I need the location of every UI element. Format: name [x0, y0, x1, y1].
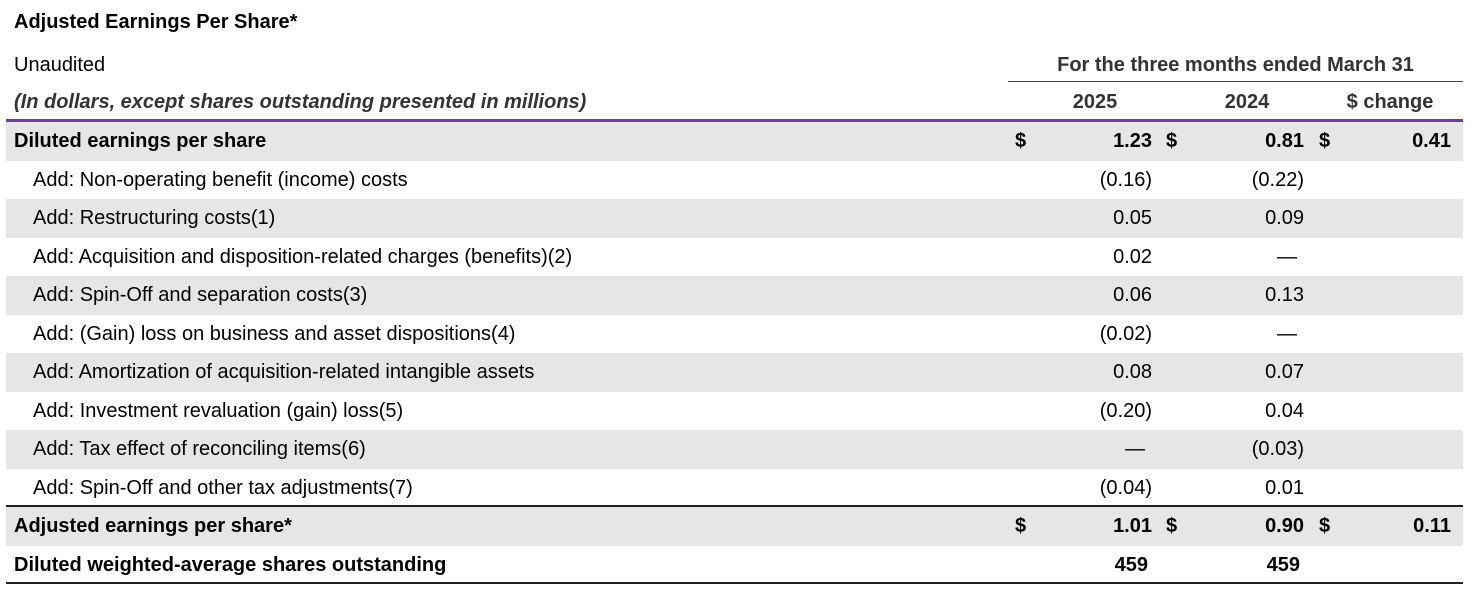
value-2024: 0.07 [1265, 361, 1304, 383]
row-label: Add: Investment revaluation (gain) loss(… [33, 400, 404, 422]
value-2024: — [1277, 323, 1297, 345]
table-row: Add: Amortization of acquisition-related… [6, 353, 1463, 392]
value-2024: 459 [1266, 554, 1300, 576]
value-2025: 0.02 [1113, 246, 1152, 268]
value-2025: 0.06 [1113, 284, 1152, 306]
row-label: Add: (Gain) loss on business and asset d… [33, 323, 516, 345]
table-row-diluted-eps: Diluted earnings per share $ 1.23 $ 0.81… [6, 122, 1463, 161]
value-2025: — [1125, 438, 1145, 460]
table-row: Add: Tax effect of reconciling items(6) … [6, 430, 1463, 469]
value-2025: 1.01 [1113, 515, 1152, 537]
unaudited-label: Unaudited [14, 54, 106, 76]
table-row-shares-outstanding: Diluted weighted-average shares outstand… [6, 546, 1463, 585]
value-change: 0.11 [1413, 515, 1451, 537]
value-2024: 0.04 [1265, 400, 1304, 422]
value-2025: 459 [1114, 554, 1148, 576]
value-2025: (0.02) [1099, 323, 1152, 345]
table-row: Add: Investment revaluation (gain) loss(… [6, 392, 1463, 431]
value-2025: (0.20) [1099, 400, 1152, 422]
table-row-adjusted-eps: Adjusted earnings per share* $ 1.01 $ 0.… [6, 507, 1463, 546]
table-row: Add: Spin-Off and separation costs(3) 0.… [6, 276, 1463, 315]
value-2024: 0.90 [1265, 515, 1304, 537]
value-2025: 0.05 [1113, 207, 1152, 229]
table-title: Adjusted Earnings Per Share* [14, 11, 298, 33]
table-row: Add: Spin-Off and other tax adjustments(… [6, 469, 1463, 508]
value-change: 0.41 [1412, 130, 1451, 152]
value-2024: 0.01 [1265, 477, 1304, 499]
row-label: Add: Spin-Off and separation costs(3) [33, 284, 368, 306]
value-2025: 0.08 [1113, 361, 1152, 383]
value-2025: (0.04) [1099, 477, 1152, 499]
subtotal-rule [6, 505, 1463, 507]
currency-symbol: $ [1166, 130, 1178, 152]
currency-symbol: $ [1015, 515, 1027, 537]
row-label: Adjusted earnings per share* [14, 515, 292, 537]
value-2024: 0.81 [1265, 130, 1304, 152]
currency-symbol: $ [1015, 130, 1027, 152]
units-note: (In dollars, except shares outstanding p… [14, 91, 587, 113]
column-header-2024: 2024 [1224, 91, 1270, 113]
value-2024: (0.22) [1251, 169, 1304, 191]
value-2024: 0.09 [1265, 207, 1304, 229]
value-2024: (0.03) [1251, 438, 1304, 460]
row-label: Add: Non-operating benefit (income) cost… [33, 169, 408, 191]
row-label: Add: Acquisition and disposition-related… [33, 246, 573, 268]
row-label: Diluted earnings per share [14, 130, 267, 152]
table-row: Add: Non-operating benefit (income) cost… [6, 161, 1463, 200]
row-label: Add: Spin-Off and other tax adjustments(… [33, 477, 413, 499]
column-header-change: $ change [1346, 91, 1434, 113]
value-2025: (0.16) [1099, 169, 1152, 191]
header-divider [6, 119, 1463, 122]
currency-symbol: $ [1319, 130, 1331, 152]
row-label: Diluted weighted-average shares outstand… [14, 554, 447, 576]
column-header-2025: 2025 [1072, 91, 1118, 113]
row-label: Add: Amortization of acquisition-related… [33, 361, 535, 383]
table-row: Add: Acquisition and disposition-related… [6, 238, 1463, 277]
value-2024: — [1277, 246, 1297, 268]
value-2024: 0.13 [1265, 284, 1304, 306]
currency-symbol: $ [1166, 515, 1178, 537]
value-2025: 1.23 [1113, 130, 1152, 152]
table-bottom-rule [6, 582, 1463, 584]
row-label: Add: Tax effect of reconciling items(6) [33, 438, 366, 460]
table-row: Add: Restructuring costs(1) 0.05 0.09 [6, 199, 1463, 238]
period-underline [1008, 81, 1463, 82]
table-row: Add: (Gain) loss on business and asset d… [6, 315, 1463, 354]
period-header: For the three months ended March 31 [1057, 54, 1414, 76]
currency-symbol: $ [1319, 515, 1331, 537]
row-label: Add: Restructuring costs(1) [33, 207, 276, 229]
